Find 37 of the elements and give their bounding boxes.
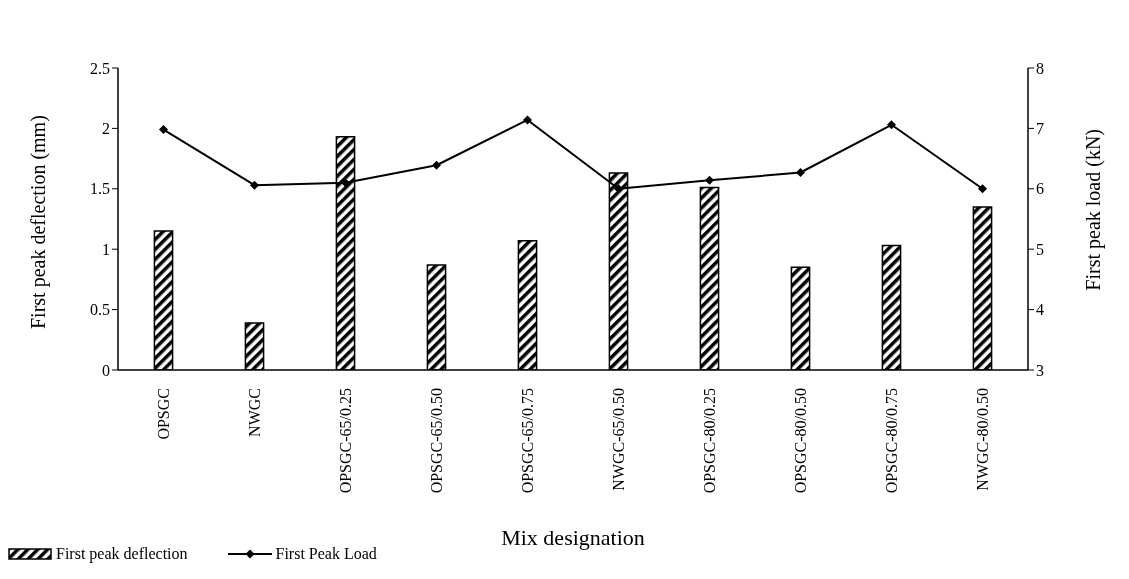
y2-tick-label: 6 — [1036, 180, 1044, 198]
x-tick-label: OPSGC-65/0.75 — [519, 388, 536, 494]
point — [523, 115, 532, 125]
x-tick-label: NWGC — [246, 388, 263, 437]
point — [705, 175, 714, 185]
y-tick-label: 0 — [102, 361, 110, 379]
legend-label: First Peak Load — [274, 545, 377, 563]
y-tick-label: 1.5 — [90, 180, 110, 198]
x-tick-label: OPSGC-65/0.25 — [337, 388, 354, 494]
x-axis-title: Mix designation — [501, 525, 645, 550]
x-tick-label: OPSGC-65/0.50 — [428, 388, 445, 494]
x-tick-label: NWGC-65/0.50 — [610, 388, 627, 491]
x-tick-label: OPSGC-80/0.75 — [883, 388, 900, 494]
y2-tick-label: 8 — [1036, 59, 1044, 77]
y2-tick-label: 4 — [1036, 301, 1044, 319]
y-tick-label: 1 — [102, 240, 110, 258]
point — [887, 120, 896, 130]
point — [614, 184, 623, 194]
y2-axis-title: First peak load (kN) — [1082, 129, 1106, 291]
y-axis-title: First peak deflection (mm) — [27, 115, 51, 329]
point — [250, 180, 259, 190]
y-tick-label: 2.5 — [90, 59, 110, 77]
point — [978, 184, 987, 194]
y2-tick-label: 3 — [1036, 361, 1044, 379]
legend-label: First peak deflection — [55, 545, 188, 563]
x-tick-label: NWGC-80/0.50 — [974, 388, 991, 491]
y2-tick-label: 7 — [1036, 120, 1044, 138]
x-tick-label: OPSGC-80/0.25 — [701, 388, 718, 494]
point — [341, 178, 350, 188]
x-tick-label: OPSGC — [155, 388, 172, 440]
y2-tick-label: 5 — [1036, 240, 1044, 258]
point — [432, 160, 441, 170]
y-tick-label: 2 — [102, 120, 110, 138]
point — [796, 167, 805, 177]
x-tick-label: OPSGC-80/0.50 — [792, 388, 809, 494]
y-tick-label: 0.5 — [90, 301, 110, 319]
point — [159, 125, 168, 135]
